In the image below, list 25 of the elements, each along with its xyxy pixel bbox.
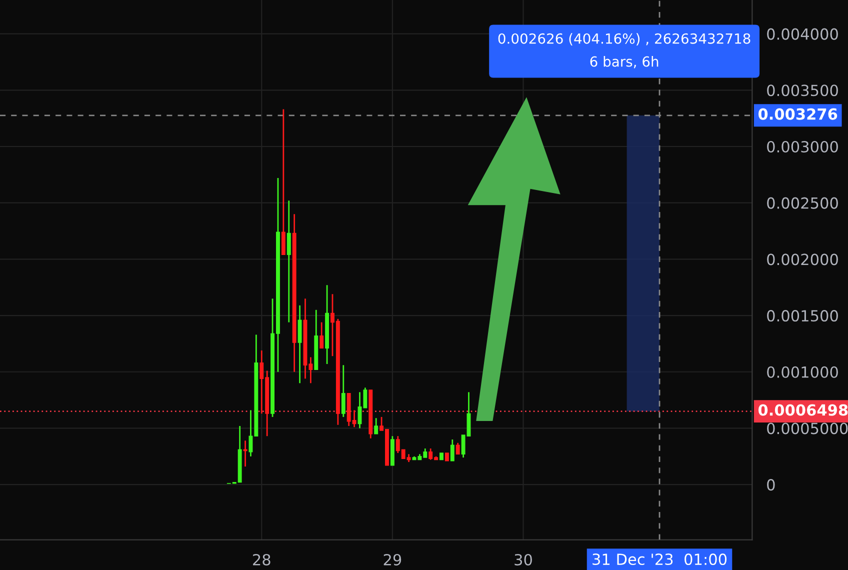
candlestick	[286, 200, 291, 323]
candlestick	[450, 438, 454, 462]
y-tick-label: 0.002500	[767, 197, 838, 209]
y-tick-label: 0.001500	[767, 310, 838, 322]
ref-line-label: 0.0006498	[758, 404, 848, 416]
x-tick-label: 28	[253, 554, 270, 566]
candlestick	[320, 322, 324, 349]
y-tick-label: 0	[767, 479, 775, 491]
annotation: 6 bars, 6h	[590, 56, 658, 68]
y-tick-label: 0.004000	[767, 28, 838, 40]
y-tick-label: 0.0005000	[767, 422, 848, 434]
x-tick-label: 30	[514, 554, 532, 566]
ref-line-label: 31 Dec '23 01:00	[592, 554, 727, 566]
candlestick	[374, 417, 378, 435]
candlestick	[281, 108, 286, 256]
candlestick	[456, 442, 460, 455]
y-tick-label: 0.003500	[767, 84, 838, 96]
ref-line-label: 0.003276	[758, 108, 838, 120]
y-tick-label: 0.002000	[767, 254, 838, 266]
y-tick-label: 0.003000	[767, 140, 838, 153]
x-tick-label: 29	[384, 554, 402, 566]
candlestick	[341, 364, 346, 418]
y-tick-label: 0.001000	[767, 366, 838, 378]
annotation: 0.002626 (404.16%) , 26263432718	[498, 33, 750, 46]
candlestick	[298, 304, 302, 384]
